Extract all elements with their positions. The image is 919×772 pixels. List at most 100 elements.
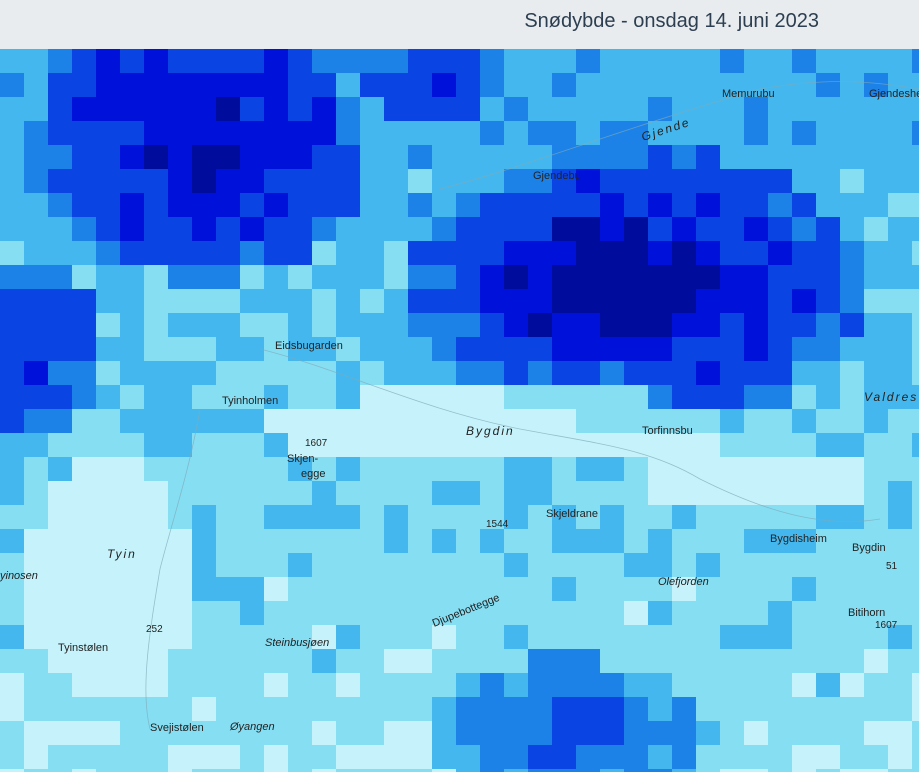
snow-cell (696, 481, 720, 505)
snow-cell (72, 457, 96, 481)
snow-cell (48, 217, 72, 241)
snow-cell (792, 121, 816, 145)
snow-cell (432, 433, 456, 457)
snow-cell (336, 721, 360, 745)
snow-cell (816, 529, 840, 553)
snow-cell (840, 313, 864, 337)
snow-cell (744, 505, 768, 529)
snow-cell (744, 145, 768, 169)
snow-cell (720, 73, 744, 97)
snow-cell (168, 193, 192, 217)
snow-cell (600, 505, 624, 529)
snow-cell (360, 769, 384, 772)
snow-cell (120, 553, 144, 577)
snow-cell (72, 121, 96, 145)
snow-cell (768, 361, 792, 385)
snow-cell (456, 313, 480, 337)
snow-cell (120, 169, 144, 193)
snow-cell (216, 409, 240, 433)
snow-cell (360, 433, 384, 457)
snow-cell (864, 553, 888, 577)
snow-cell (96, 265, 120, 289)
snow-cell (216, 721, 240, 745)
snow-cell (48, 529, 72, 553)
place-labels: Memurubu Gjendeshe Gjende Gjendebu Eidsb… (0, 88, 919, 734)
snow-cell (432, 385, 456, 409)
snow-cell (312, 649, 336, 673)
snow-cell (648, 49, 672, 73)
snow-cell (432, 265, 456, 289)
snow-cell (360, 121, 384, 145)
snow-cell (552, 529, 576, 553)
snow-cell (864, 745, 888, 769)
snow-cell (264, 409, 288, 433)
snow-cell (120, 457, 144, 481)
snow-cell (96, 361, 120, 385)
snow-cell (288, 505, 312, 529)
snow-cell (0, 385, 24, 409)
snow-cell (480, 553, 504, 577)
snow-cell (648, 601, 672, 625)
snow-cell (192, 745, 216, 769)
snow-cell (408, 577, 432, 601)
snow-cell (816, 649, 840, 673)
snow-cell (744, 49, 768, 73)
snow-cell (624, 145, 648, 169)
snow-cell (264, 457, 288, 481)
snow-cell (624, 673, 648, 697)
snow-cell (192, 217, 216, 241)
snow-cell (624, 553, 648, 577)
snow-cell (648, 625, 672, 649)
snow-cell (864, 169, 888, 193)
snow-cell (48, 265, 72, 289)
snow-cell (0, 265, 24, 289)
snow-cell (528, 505, 552, 529)
snow-cell (624, 577, 648, 601)
snow-cell (480, 145, 504, 169)
snow-cell (408, 241, 432, 265)
place-label: Gjendeshe (869, 88, 919, 100)
snow-cell (504, 769, 528, 772)
snow-cell (792, 553, 816, 577)
snow-cell (408, 529, 432, 553)
snow-cell (648, 289, 672, 313)
snow-cell (672, 505, 696, 529)
snow-cell (720, 433, 744, 457)
snow-cell (888, 145, 912, 169)
snow-cell (864, 217, 888, 241)
snow-cell (624, 457, 648, 481)
snow-cell (408, 553, 432, 577)
snow-cell (696, 649, 720, 673)
snow-cell (600, 265, 624, 289)
snow-cell (96, 769, 120, 772)
snow-cell (168, 673, 192, 697)
snow-cell (24, 433, 48, 457)
snow-cell (168, 649, 192, 673)
snow-cell (912, 649, 919, 673)
snow-cell (24, 769, 48, 772)
snow-cell (792, 625, 816, 649)
snow-cell (528, 673, 552, 697)
snow-cell (504, 265, 528, 289)
snow-cell (504, 553, 528, 577)
snow-cell (336, 601, 360, 625)
snow-cell (816, 721, 840, 745)
snow-cell (912, 97, 919, 121)
snow-cell (552, 577, 576, 601)
snow-cell (384, 193, 408, 217)
snow-cell (552, 313, 576, 337)
snow-cell (0, 289, 24, 313)
snow-cell (840, 97, 864, 121)
snow-cell (24, 97, 48, 121)
snow-cell (120, 265, 144, 289)
snow-cell (24, 385, 48, 409)
snow-cell (264, 97, 288, 121)
snow-cell (48, 433, 72, 457)
snow-cell (720, 745, 744, 769)
water-label: yinosen (0, 570, 38, 582)
snow-cell (648, 769, 672, 772)
snow-cell (744, 457, 768, 481)
snow-cell (552, 289, 576, 313)
snow-cell (720, 241, 744, 265)
snow-cell (168, 73, 192, 97)
